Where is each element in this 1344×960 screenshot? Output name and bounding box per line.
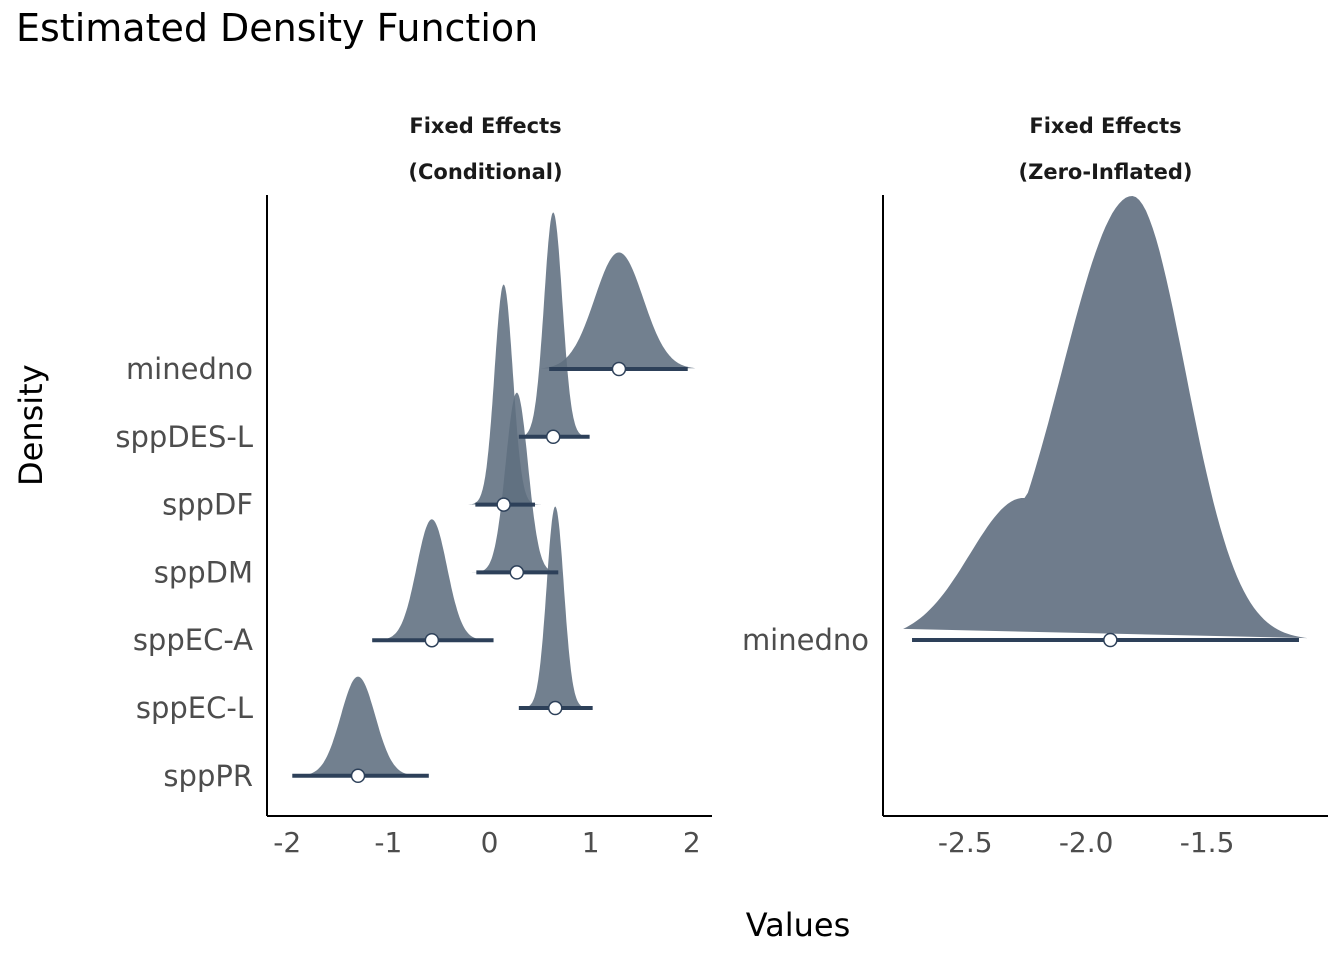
facet-title-line: Fixed Effects bbox=[409, 114, 561, 138]
facet-title-line: Fixed Effects bbox=[1029, 114, 1181, 138]
median-point-sppDES-L bbox=[545, 429, 561, 445]
panel-zero-inflated: Fixed Effects (Zero-Inflated) minedno -2.5 -… bbox=[742, 114, 1328, 859]
density-sppPR bbox=[283, 676, 438, 776]
median-point-sppEC-L bbox=[547, 700, 563, 716]
median-point-sppEC-A bbox=[424, 632, 440, 648]
category-label: sppEC-A bbox=[133, 623, 253, 657]
density-minedno bbox=[540, 252, 697, 369]
category-label: sppDM bbox=[154, 555, 253, 589]
category-label: minedno bbox=[742, 623, 869, 657]
median-point-minedno bbox=[1103, 632, 1118, 648]
chart-title: Estimated Density Function bbox=[16, 6, 539, 50]
x-tick-label: -1.5 bbox=[1180, 826, 1235, 859]
facet-title-line: (Conditional) bbox=[408, 160, 562, 184]
median-point-sppPR bbox=[350, 768, 366, 784]
x-tick-label: -2.5 bbox=[938, 826, 993, 859]
median-point-minedno bbox=[611, 361, 627, 377]
median-point-sppDF bbox=[496, 497, 511, 512]
density-minedno bbox=[903, 196, 1308, 639]
median-point-sppDM bbox=[509, 565, 525, 580]
density-sppEC-A bbox=[363, 519, 503, 641]
category-label: sppPR bbox=[163, 759, 253, 793]
x-tick-label: 0 bbox=[481, 826, 499, 859]
x-axis-label: Values bbox=[745, 906, 851, 944]
x-tick-label: 1 bbox=[582, 826, 600, 859]
density-sppEC-L bbox=[509, 506, 602, 708]
density-sppDM bbox=[467, 392, 568, 573]
panel-conditional: Fixed Effects (Conditional) minedno sppDES-… bbox=[115, 114, 712, 859]
density-sppDES-L bbox=[509, 212, 599, 437]
category-label: sppEC-L bbox=[136, 691, 253, 725]
x-tick-label: 2 bbox=[683, 826, 701, 859]
x-tick-label: -1 bbox=[374, 826, 402, 859]
facet-title-line: (Zero-Inflated) bbox=[1019, 160, 1193, 184]
density-sppDF bbox=[466, 284, 544, 505]
x-tick-label: -2.0 bbox=[1059, 826, 1114, 859]
x-tick-label: -2 bbox=[273, 826, 301, 859]
category-label: minedno bbox=[126, 352, 253, 386]
category-label: sppDF bbox=[162, 488, 253, 522]
category-label: sppDES-L bbox=[115, 420, 253, 454]
